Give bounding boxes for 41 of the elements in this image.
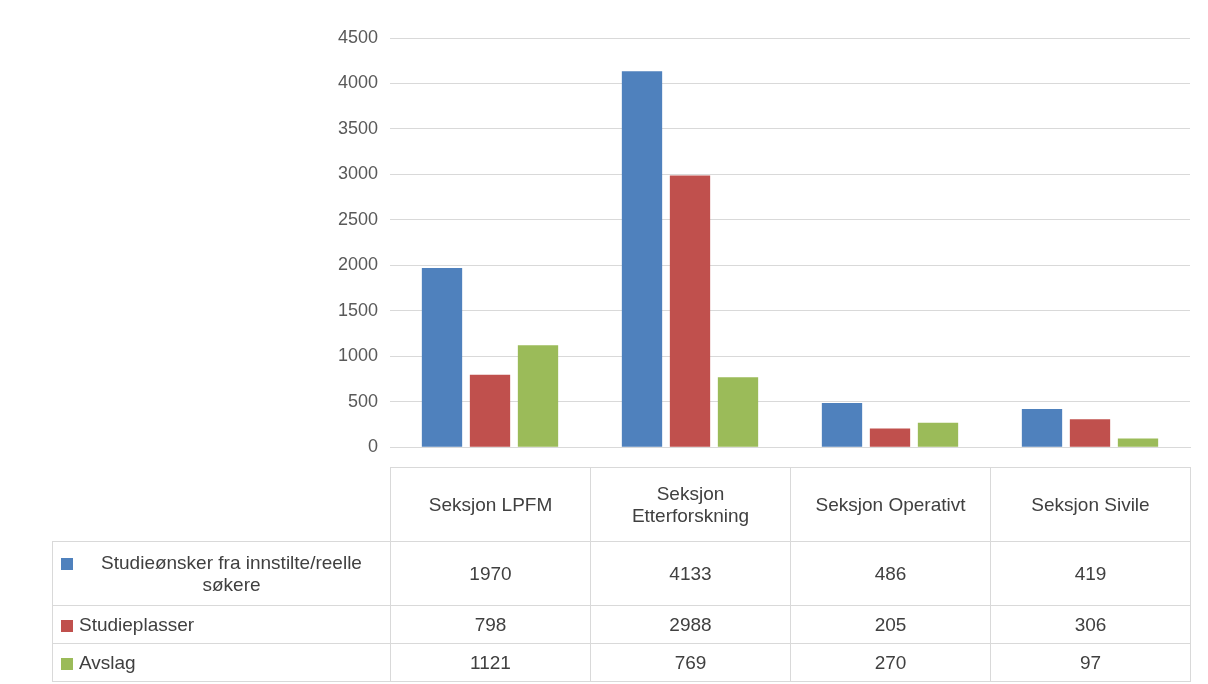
data-label: 769: [590, 643, 791, 682]
bar: [869, 428, 911, 447]
x-tick-label: Seksjon Sivile: [990, 467, 1191, 542]
bar: [821, 403, 863, 447]
x-tick-label: Seksjon Etterforskning: [590, 467, 791, 542]
data-label: 1121: [390, 643, 591, 682]
bar: [669, 175, 711, 447]
data-label: 1970: [390, 541, 591, 606]
bar: [1021, 409, 1063, 447]
legend-label: Avslag: [79, 651, 136, 674]
bar: [917, 422, 959, 447]
y-tick-label: 3500: [337, 117, 378, 138]
y-tick-label: 3000: [337, 163, 378, 184]
bar: [517, 345, 559, 447]
y-tick-label: 2000: [337, 254, 378, 275]
y-tick-label: 2500: [337, 208, 378, 229]
data-label: 306: [990, 605, 1191, 644]
data-label: 97: [990, 643, 1191, 682]
legend-label: Studieplasser: [79, 613, 195, 636]
data-label: 798: [390, 605, 591, 644]
bar: [621, 71, 663, 447]
x-tick-label: Seksjon Operativt: [790, 467, 991, 542]
y-tick-label: 4000: [337, 72, 378, 93]
data-label: 486: [790, 541, 991, 606]
y-tick-label: 1500: [337, 299, 378, 320]
y-tick-label: 0: [367, 436, 378, 457]
bar: [469, 374, 511, 447]
bar: [1069, 419, 1111, 447]
y-tick-label: 4500: [337, 26, 378, 47]
bar: [717, 377, 759, 447]
data-label: 4133: [590, 541, 791, 606]
data-label: 270: [790, 643, 991, 682]
bar: [421, 268, 463, 447]
x-tick-label: Seksjon LPFM: [390, 467, 591, 542]
y-tick-label: 1000: [337, 345, 378, 366]
bar: [1117, 438, 1159, 447]
data-label: 2988: [590, 605, 791, 644]
legend-label: Studieønsker fra innstilte/reelle søkere: [100, 551, 363, 596]
data-label: 205: [790, 605, 991, 644]
y-tick-label: 500: [347, 390, 378, 411]
data-label: 419: [990, 541, 1191, 606]
